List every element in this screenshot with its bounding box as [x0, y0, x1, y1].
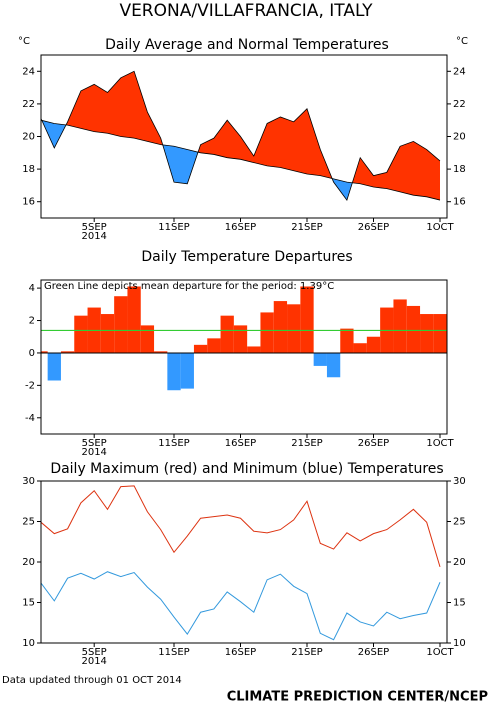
plot-area	[41, 286, 447, 391]
x-tick-label: 21SEP	[291, 438, 322, 449]
y-tick-label: 25	[22, 517, 35, 528]
bar	[260, 312, 274, 353]
x-tick-label: 21SEP	[291, 647, 322, 658]
y-tick-label: 15	[22, 598, 35, 609]
y-unit: °C	[18, 36, 30, 47]
chart-title: Daily Maximum (red) and Minimum (blue) T…	[50, 461, 443, 477]
x-tick-label: 16SEP	[225, 222, 256, 233]
x-tick-label: 16SEP	[225, 438, 256, 449]
bar	[193, 344, 208, 353]
bar	[287, 304, 301, 353]
y-tick-label: 16	[22, 197, 35, 208]
bar	[393, 299, 407, 353]
bar	[326, 352, 341, 378]
y-tick-label: 20	[22, 557, 35, 568]
x-tick-label: 5SEP	[82, 222, 107, 233]
update-note: Data updated through 01 OCT 2014	[2, 675, 182, 686]
x-tick-label: 1OCT	[426, 222, 454, 233]
bar	[420, 314, 434, 353]
x-tick-label: 1OCT	[426, 647, 454, 658]
plot-area	[41, 70, 441, 201]
y-tick-label: 16	[453, 197, 466, 208]
y-tick-label: -4	[25, 413, 35, 424]
y-tick-label: 10	[22, 638, 35, 649]
series-line	[41, 485, 441, 568]
series-line	[41, 571, 441, 641]
bar	[60, 351, 75, 353]
x-tick-label: 1OCT	[426, 438, 454, 449]
plot-frame	[40, 54, 448, 219]
bar	[233, 325, 248, 353]
y-tick-label: 22	[453, 99, 466, 110]
bar	[41, 351, 48, 353]
x-tick-label: 11SEP	[158, 222, 189, 233]
y-tick-label: 30	[22, 476, 35, 487]
bar	[247, 346, 261, 353]
y-tick-label: 25	[453, 517, 466, 528]
x-tick-label: 16SEP	[225, 647, 256, 658]
annotation: Green Line depicts mean departure for th…	[44, 281, 334, 292]
y-tick-label: 20	[22, 132, 35, 143]
y-unit: °C	[456, 36, 468, 47]
bar	[47, 352, 61, 381]
plot-frame	[40, 480, 448, 644]
bar	[433, 314, 447, 353]
x-year-label: 2014	[81, 447, 106, 458]
bar	[140, 325, 155, 353]
bar	[114, 296, 128, 353]
y-tick-label: 2	[29, 316, 35, 327]
y-tick-label: 22	[22, 99, 35, 110]
bar	[180, 352, 194, 389]
y-tick-label: 10	[453, 638, 466, 649]
x-year-label: 2014	[81, 231, 106, 242]
x-tick-label: 21SEP	[291, 222, 322, 233]
credit: CLIMATE PREDICTION CENTER/NCEP	[227, 690, 488, 705]
chart-title: Daily Average and Normal Temperatures	[105, 37, 389, 53]
plot-area	[41, 485, 441, 641]
bar	[207, 338, 221, 353]
page-title: VERONA/VILLAFRANCIA, ITALY	[119, 1, 373, 21]
bar	[220, 315, 234, 353]
x-year-label: 2014	[81, 656, 106, 667]
bar	[313, 352, 327, 366]
x-tick-label: 5SEP	[82, 438, 107, 449]
y-tick-label: 15	[453, 598, 466, 609]
y-tick-label: 18	[22, 164, 35, 175]
y-tick-label: -2	[25, 380, 35, 391]
y-tick-label: 30	[453, 476, 466, 487]
bar	[127, 286, 141, 353]
chart-title: Daily Temperature Departures	[141, 249, 352, 265]
y-tick-label: 4	[29, 283, 35, 294]
bar	[353, 343, 367, 353]
bar	[167, 352, 181, 391]
bar	[406, 305, 421, 353]
x-tick-label: 26SEP	[358, 222, 389, 233]
bar	[154, 351, 168, 353]
bar	[100, 314, 115, 353]
bar	[340, 328, 354, 353]
y-tick-label: 20	[453, 132, 466, 143]
y-tick-label: 24	[22, 66, 35, 77]
x-tick-label: 26SEP	[358, 438, 389, 449]
x-tick-label: 26SEP	[358, 647, 389, 658]
bar	[300, 286, 314, 353]
x-tick-label: 11SEP	[158, 438, 189, 449]
y-tick-label: 18	[453, 164, 466, 175]
area-above	[41, 71, 440, 201]
bar	[366, 336, 381, 353]
plot-frame	[40, 279, 448, 435]
y-tick-label: 20	[453, 557, 466, 568]
bar	[273, 301, 288, 353]
normal-line	[41, 119, 441, 201]
y-tick-label: 0	[29, 348, 35, 359]
y-tick-label: 24	[453, 66, 466, 77]
bar	[74, 315, 88, 353]
average-line	[41, 70, 441, 201]
x-tick-label: 5SEP	[82, 647, 107, 658]
x-tick-label: 11SEP	[158, 647, 189, 658]
